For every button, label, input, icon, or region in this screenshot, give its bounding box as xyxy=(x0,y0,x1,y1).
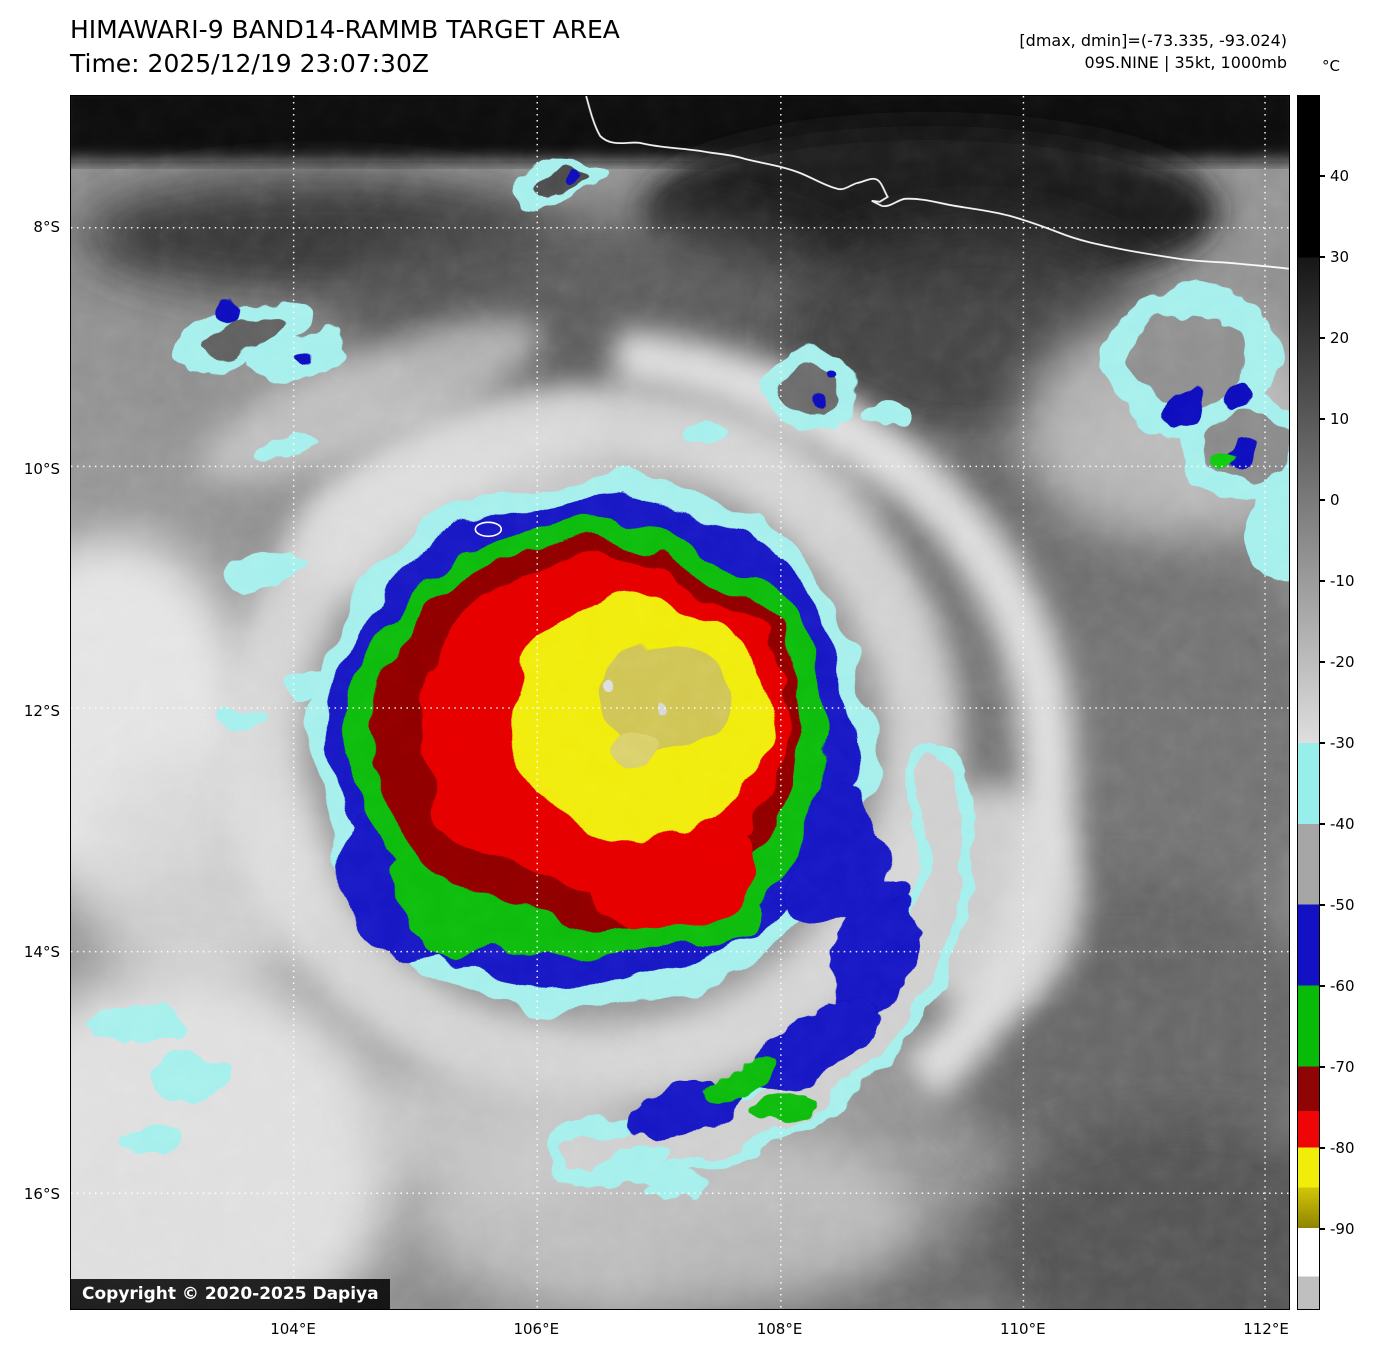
lat-axis-label: 16°S xyxy=(23,1185,60,1203)
colorbar-tick-mark xyxy=(1320,742,1325,744)
storm-info-label: 09S.NINE | 35kt, 1000mb xyxy=(1084,53,1287,72)
colorbar-tick-label: -80 xyxy=(1330,1139,1355,1157)
colorbar-tick-mark xyxy=(1320,1228,1325,1230)
colorbar-tick-label: -30 xyxy=(1330,734,1355,752)
colorbar-tick-label: -90 xyxy=(1330,1220,1355,1238)
colorbar-tick-mark xyxy=(1320,499,1325,501)
timestamp-label: Time: 2025/12/19 23:07:30Z xyxy=(70,49,429,78)
product-title: HIMAWARI-9 BAND14-RAMMB TARGET AREA xyxy=(70,15,620,44)
colorbar-tick-mark xyxy=(1320,1147,1325,1149)
lon-axis-label: 110°E xyxy=(999,1320,1046,1338)
colorbar-tick-mark xyxy=(1320,175,1325,177)
colorbar-tick-mark xyxy=(1320,580,1325,582)
lon-axis-label: 112°E xyxy=(1243,1320,1289,1338)
colorbar-tick-label: -10 xyxy=(1330,572,1355,590)
colorbar-tick-label: 10 xyxy=(1330,410,1350,428)
colorbar-tick-mark xyxy=(1320,985,1325,987)
coastline xyxy=(474,96,1289,538)
copyright-badge: Copyright © 2020-2025 Dapiya xyxy=(71,1279,390,1309)
satellite-image xyxy=(71,96,1289,1309)
colorbar xyxy=(1297,95,1320,1310)
graticule xyxy=(71,96,1289,1309)
colorbar-area: 40 30 20 10 0 -10 -20 -30 -40 -50 -60 -70 -80 -90 xyxy=(1297,95,1387,1310)
lat-axis-label: 8°S xyxy=(33,218,60,236)
lon-axis-label: 104°E xyxy=(270,1320,316,1338)
lon-axis-label: 108°E xyxy=(756,1320,803,1338)
colorbar-tick-mark xyxy=(1320,1066,1325,1068)
colorbar-tick-label: 30 xyxy=(1330,248,1350,266)
colorbar-tick-label: 0 xyxy=(1330,491,1340,509)
lat-axis-label: 12°S xyxy=(23,701,60,720)
colorbar-tick-mark xyxy=(1320,337,1325,339)
lon-axis-label: 106°E xyxy=(513,1320,560,1338)
colorbar-tick-mark xyxy=(1320,823,1325,825)
colorbar-tick-label: -50 xyxy=(1330,896,1355,914)
colorbar-tick-mark xyxy=(1320,661,1325,663)
lat-axis-label: 14°S xyxy=(23,943,60,962)
colorbar-tick-label: -40 xyxy=(1330,815,1355,833)
island-outline xyxy=(474,521,503,538)
colorbar-unit-label: °C xyxy=(1322,57,1340,75)
lat-axis-label: 10°S xyxy=(23,459,60,478)
satellite-map-panel: Copyright © 2020-2025 Dapiya xyxy=(70,95,1290,1310)
colorbar-tick-mark xyxy=(1320,256,1325,258)
colorbar-tick-mark xyxy=(1320,418,1325,420)
colorbar-tick-label: 40 xyxy=(1330,167,1350,185)
colorbar-tick-mark xyxy=(1320,904,1325,906)
colorbar-tick-label: -60 xyxy=(1330,977,1355,995)
dmax-dmin-readout: [dmax, dmin]=(-73.335, -93.024) xyxy=(1019,31,1287,50)
colorbar-tick-label: -70 xyxy=(1330,1058,1355,1076)
colorbar-tick-label: 20 xyxy=(1330,329,1350,347)
colorbar-tick-label: -20 xyxy=(1330,653,1355,671)
